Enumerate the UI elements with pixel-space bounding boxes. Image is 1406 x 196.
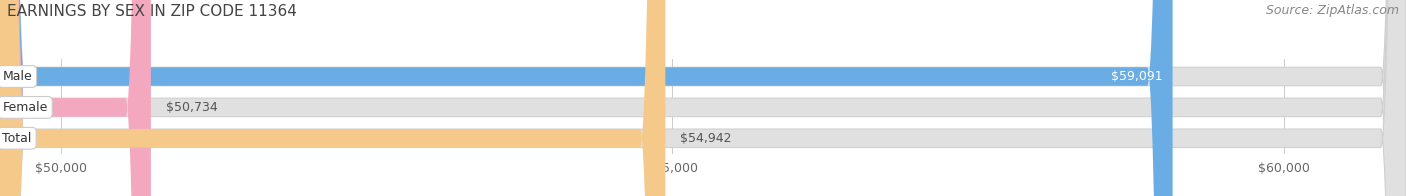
FancyBboxPatch shape — [0, 0, 150, 196]
Text: Source: ZipAtlas.com: Source: ZipAtlas.com — [1265, 4, 1399, 17]
Text: $54,942: $54,942 — [681, 132, 731, 145]
Text: Male: Male — [3, 70, 32, 83]
Text: $59,091: $59,091 — [1111, 70, 1163, 83]
Text: Total: Total — [3, 132, 32, 145]
Text: $50,734: $50,734 — [166, 101, 218, 114]
Text: Female: Female — [3, 101, 48, 114]
FancyBboxPatch shape — [0, 0, 665, 196]
FancyBboxPatch shape — [0, 0, 1173, 196]
Text: EARNINGS BY SEX IN ZIP CODE 11364: EARNINGS BY SEX IN ZIP CODE 11364 — [7, 4, 297, 19]
